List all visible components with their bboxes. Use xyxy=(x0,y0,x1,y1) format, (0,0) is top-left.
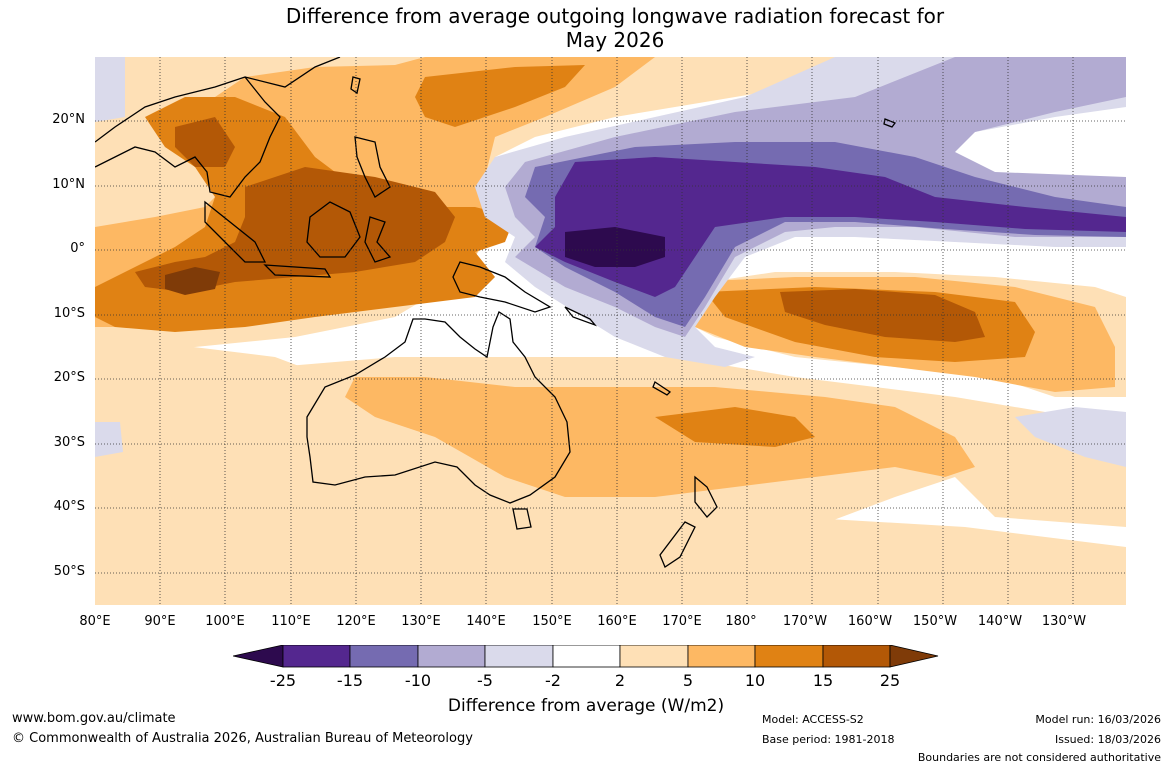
legend-level-label: 10 xyxy=(744,671,766,690)
copyright-text: © Commonwealth of Australia 2026, Austra… xyxy=(12,731,473,746)
lon-label: 170°E xyxy=(662,614,702,629)
philippines-coastline xyxy=(354,136,391,198)
map-canvas xyxy=(95,57,1126,605)
asia-coastline xyxy=(244,57,341,88)
lat-label: 20°N xyxy=(52,112,85,127)
lon-label: 150°E xyxy=(532,614,572,629)
legend-swatch xyxy=(349,644,419,668)
anomaly-region-10 xyxy=(345,377,975,497)
lon-label: 180° xyxy=(725,614,757,629)
anomaly-region-neg-25 xyxy=(535,157,1126,297)
lat-label: 10°S xyxy=(53,306,85,321)
taiwan-coastline xyxy=(350,76,361,95)
lon-label: 100°E xyxy=(205,614,245,629)
lat-label: 20°S xyxy=(53,370,85,385)
legend-level-label: 2 xyxy=(614,671,626,690)
lat-label: 40°S xyxy=(53,499,85,514)
lon-label: 90°E xyxy=(144,614,176,629)
anomaly-region-extreme-negative xyxy=(565,227,665,267)
legend-level-label: -10 xyxy=(404,671,432,690)
new-caledonia-coastline xyxy=(652,381,672,396)
legend-level-label: 25 xyxy=(879,671,901,690)
java-coastline xyxy=(263,264,332,278)
anomaly-region-neg-5 xyxy=(95,57,125,122)
legend-swatch xyxy=(687,644,756,668)
new-guinea-coastline xyxy=(452,261,552,313)
lon-label: 140°W xyxy=(977,614,1023,629)
legend-swatch xyxy=(552,644,621,668)
legend-swatch xyxy=(619,644,689,668)
lon-label: 160°E xyxy=(597,614,637,629)
anomaly-region-15 xyxy=(415,65,585,127)
anomaly-region-25 xyxy=(780,289,985,342)
legend-level-label: -5 xyxy=(477,671,493,690)
title-line-1: Difference from average outgoing longwav… xyxy=(285,4,945,28)
map-title: Difference from average outgoing longwav… xyxy=(0,4,1173,52)
legend-level-label: -25 xyxy=(269,671,297,690)
lon-label: 130°E xyxy=(401,614,441,629)
base-period-text: Base period: 1981-2018 xyxy=(762,733,895,746)
tasmania-coastline xyxy=(512,508,532,530)
australia-coastline xyxy=(306,311,571,504)
anomaly-region-extreme-positive xyxy=(165,267,220,295)
legend-swatch xyxy=(282,644,351,668)
anomaly-region-5 xyxy=(95,492,215,537)
model-text: Model: ACCESS-S2 xyxy=(762,713,864,726)
lat-label: 50°S xyxy=(53,564,85,579)
title-line-2: May 2026 xyxy=(565,28,665,52)
legend-swatch xyxy=(754,644,824,668)
lat-label: 0° xyxy=(70,241,85,256)
legend-level-label: 15 xyxy=(812,671,834,690)
legend-title: Difference from average (W/m2) xyxy=(447,696,725,716)
borneo-coastline xyxy=(306,201,361,258)
sumatra-coastline xyxy=(204,200,267,263)
legend-swatch xyxy=(822,644,891,668)
lon-label: 130°W xyxy=(1041,614,1087,629)
forecast-map xyxy=(95,57,1126,605)
legend-level-label: -2 xyxy=(545,671,561,690)
hawaii-coastline xyxy=(883,118,897,128)
anomaly-region-neg-5 xyxy=(95,422,123,457)
legend-swatch-below xyxy=(232,644,284,668)
new-zealand-coastline xyxy=(659,475,718,568)
lon-label: 80°E xyxy=(79,614,111,629)
website-text: www.bom.gov.au/climate xyxy=(12,711,176,726)
southeast-asia-coastline xyxy=(95,76,281,198)
anomaly-region-15 xyxy=(655,407,815,447)
legend-level-label: 5 xyxy=(682,671,694,690)
model-run-text: Model run: 16/03/2026 xyxy=(1035,713,1161,726)
legend-swatch xyxy=(417,644,486,668)
lon-label: 110°E xyxy=(271,614,311,629)
lon-label: 150°W xyxy=(912,614,958,629)
lon-label: 170°W xyxy=(782,614,828,629)
legend-colorbar xyxy=(232,644,939,671)
anomaly-region-neg-5 xyxy=(1015,407,1126,467)
lat-label: 10°N xyxy=(52,177,85,192)
graticule xyxy=(95,57,1126,605)
sulawesi-coastline xyxy=(364,216,392,263)
lon-label: 120°E xyxy=(336,614,376,629)
legend-swatch-above xyxy=(889,644,939,668)
lon-label: 140°E xyxy=(466,614,506,629)
legend-level-label: -15 xyxy=(336,671,364,690)
disclaimer-text: Boundaries are not considered authoritat… xyxy=(917,751,1161,764)
legend-colorbar-svg xyxy=(232,644,939,668)
lat-label: 30°S xyxy=(53,435,85,450)
lon-label: 160°W xyxy=(847,614,893,629)
anomaly-region-25 xyxy=(175,117,235,167)
legend-swatch xyxy=(484,644,554,668)
issued-text: Issued: 18/03/2026 xyxy=(1054,733,1161,746)
